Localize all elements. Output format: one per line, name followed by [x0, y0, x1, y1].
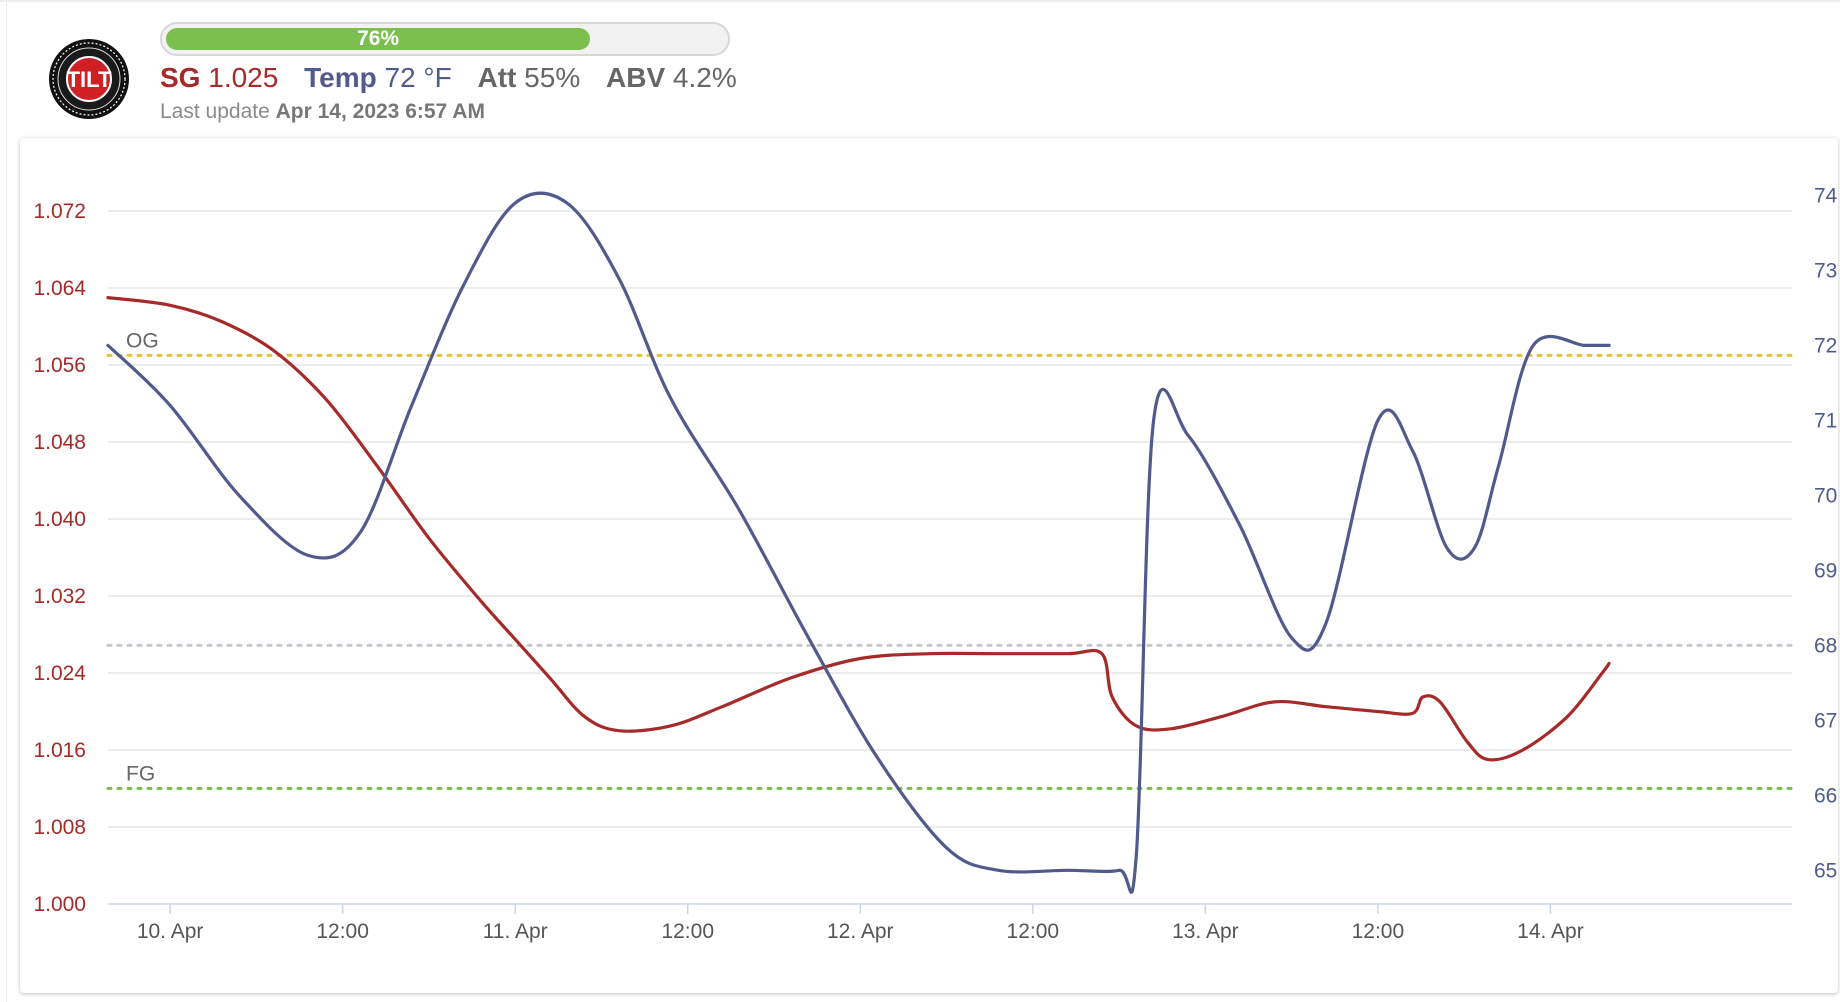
- sg-label: SG: [160, 62, 201, 93]
- temp-label: Temp: [304, 62, 377, 93]
- chart-card: 1.000 1.008 1.016 1.024 1.032 1.040 1.048 1.056…: [20, 138, 1838, 993]
- y-right-tick-label: 71: [1814, 409, 1837, 432]
- x-tick-label: 12:00: [1352, 920, 1405, 943]
- y-right-tick-label: 66: [1814, 784, 1837, 807]
- temp-series-line: [106, 191, 1611, 894]
- x-tick-label: 13. Apr: [1172, 920, 1239, 943]
- left-border: [6, 0, 7, 1002]
- y-left-tick-label: 1.048: [33, 431, 86, 454]
- y-left-tick-label: 1.016: [33, 739, 86, 762]
- logo-text: TILT: [67, 67, 112, 92]
- top-border: [0, 0, 1840, 2]
- x-tick-label: 10. Apr: [137, 920, 204, 943]
- abv-label: ABV: [606, 62, 666, 93]
- x-tick-label: 11. Apr: [483, 920, 548, 943]
- x-tick-label: 12:00: [661, 920, 714, 943]
- abv-value: 4.2%: [672, 62, 737, 93]
- y-right-tick-label: 68: [1814, 634, 1837, 657]
- fermentation-chart[interactable]: 1.000 1.008 1.016 1.024 1.032 1.040 1.048 1.056…: [20, 138, 1838, 993]
- x-tick-label: 12:00: [316, 920, 369, 943]
- y-right-tick-label: 67: [1814, 709, 1837, 732]
- y-right-tick-label: 69: [1814, 559, 1837, 582]
- status-header: 76% SG 1.025 Temp 72 °F Att 55% ABV 4.2%…: [160, 22, 737, 124]
- y-right-tick-label: 73: [1814, 259, 1837, 282]
- y-left-tick-label: 1.056: [33, 354, 86, 377]
- att-value: 55%: [524, 62, 581, 93]
- y-left-tick-label: 1.008: [33, 816, 86, 839]
- sg-series-line: [106, 296, 1611, 762]
- x-tick-label: 12:00: [1007, 920, 1060, 943]
- x-tick-label: 14. Apr: [1517, 920, 1584, 943]
- last-update-value: Apr 14, 2023 6:57 AM: [275, 100, 485, 123]
- plot-line-label: OG: [126, 329, 159, 352]
- tilt-logo: TILT: [49, 39, 129, 119]
- y-left-tick-label: 1.024: [33, 662, 86, 685]
- y-left-tick-label: 1.040: [33, 508, 86, 531]
- y-right-tick-label: 74: [1814, 184, 1838, 207]
- progress-fill: 76%: [166, 28, 591, 50]
- x-tick-label: 12. Apr: [827, 920, 894, 943]
- last-update: Last update Apr 14, 2023 6:57 AM: [160, 100, 737, 124]
- y-left-tick-label: 1.032: [33, 585, 86, 608]
- y-right-tick-label: 72: [1814, 334, 1837, 357]
- last-update-label: Last update: [160, 100, 270, 123]
- att-label: Att: [477, 62, 517, 93]
- y-left-tick-label: 1.064: [33, 277, 86, 300]
- attenuation-progress-bar: 76%: [160, 22, 730, 56]
- y-right-tick-label: 70: [1814, 484, 1837, 507]
- y-right-tick-label: 65: [1814, 859, 1837, 882]
- temp-value: 72 °F: [384, 62, 452, 93]
- sg-value: 1.025: [208, 62, 279, 93]
- y-left-tick-label: 1.072: [33, 200, 86, 223]
- plot-line-label: FG: [126, 762, 155, 785]
- y-left-tick-label: 1.000: [33, 893, 86, 916]
- readings-row: SG 1.025 Temp 72 °F Att 55% ABV 4.2%: [160, 62, 737, 94]
